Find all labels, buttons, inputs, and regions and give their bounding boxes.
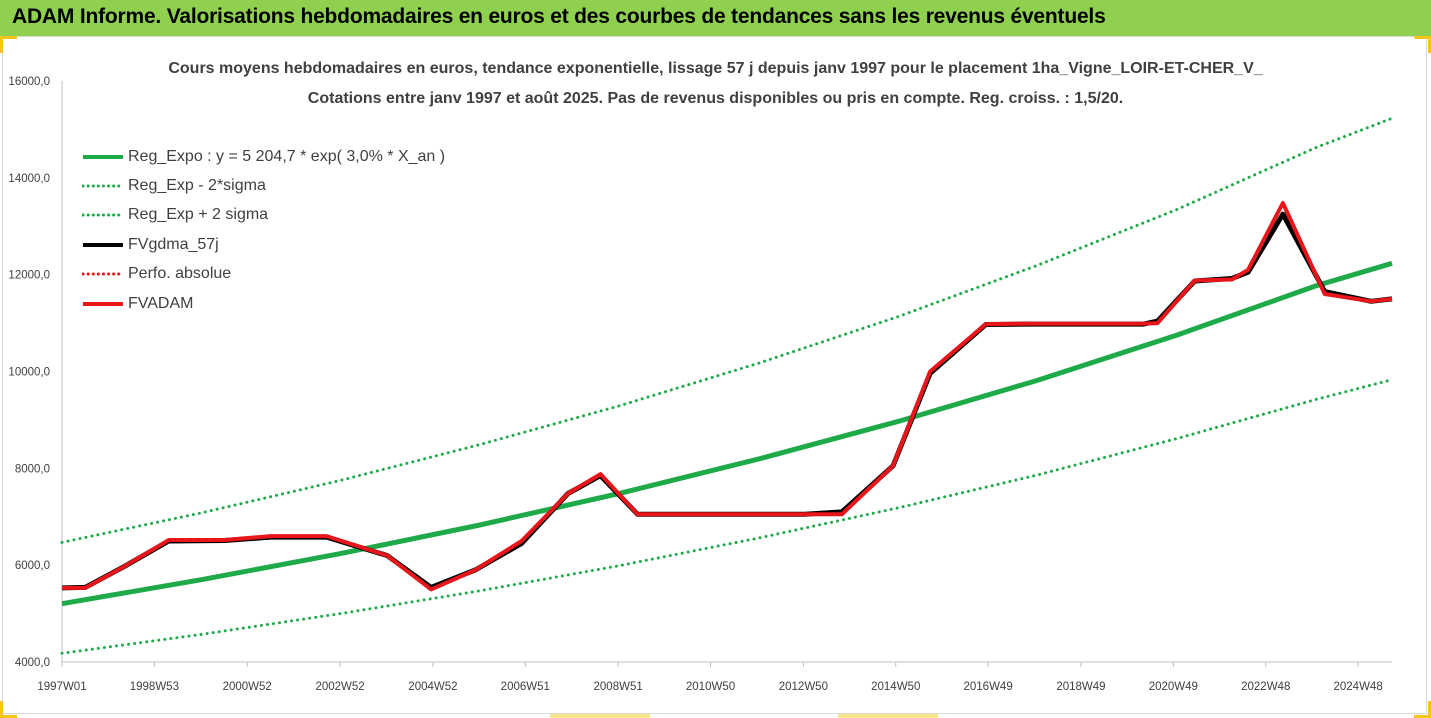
legend-label: Reg_Exp + 2 sigma: [128, 206, 269, 224]
x-tick-label: 2016W49: [964, 681, 1013, 693]
y-tick-label: 16000,0: [8, 76, 50, 88]
chart-legend: Reg_Expo : y = 5 204,7 * exp( 3,0% * X_a…: [82, 142, 445, 318]
x-tick-label: 2010W50: [686, 681, 735, 693]
legend-label: Reg_Exp - 2*sigma: [128, 177, 266, 195]
corner-mark-top-left: [0, 36, 17, 53]
y-tick-label: 12000,0: [8, 270, 50, 282]
legend-item: Reg_Expo : y = 5 204,7 * exp( 3,0% * X_a…: [82, 142, 445, 171]
x-tick-label: 2020W49: [1149, 681, 1198, 693]
legend-label: Reg_Expo : y = 5 204,7 * exp( 3,0% * X_a…: [128, 147, 446, 165]
series-line-5: [62, 201, 1393, 592]
legend-swatch: [82, 272, 124, 276]
corner-mark-top-right: [1414, 36, 1431, 53]
legend-swatch: [83, 154, 123, 159]
legend-swatch: [82, 184, 124, 188]
x-tick-label: 2004W52: [408, 681, 457, 693]
title-banner: ADAM Informe. Valorisations hebdomadaire…: [0, 0, 1431, 37]
x-tick-label: 2018W49: [1056, 681, 1105, 693]
legend-item: Reg_Exp + 2 sigma: [82, 201, 445, 230]
corner-mark-bottom-left: [0, 701, 17, 718]
chart-frame: [2, 36, 1427, 714]
series-line-0: [61, 260, 1393, 607]
x-tick-label: 2012W50: [779, 681, 828, 693]
x-tick-label: 2002W52: [315, 681, 364, 693]
corner-mark-bottom-right: [1414, 701, 1431, 718]
chart-title-line2: Cotations entre janv 1997 et août 2025. …: [307, 90, 1124, 107]
legend-label: Perfo. absolue: [128, 265, 232, 283]
legend-item: FVgdma_57j: [82, 230, 445, 259]
bottom-handle-right: [838, 714, 938, 718]
x-tick-label: 2024W48: [1333, 681, 1382, 693]
legend-swatch: [82, 213, 124, 217]
legend-item: Perfo. absolue: [82, 260, 445, 289]
legend-item: FVADAM: [82, 289, 445, 318]
legend-swatch: [83, 301, 123, 306]
y-tick-label: 6000,0: [15, 560, 50, 572]
y-tick-label: 10000,0: [8, 367, 50, 379]
legend-swatch: [83, 242, 123, 247]
x-tick-label: 1997W01: [37, 681, 86, 693]
x-tick-label: 2000W52: [223, 681, 272, 693]
series-line-2: [60, 116, 1394, 544]
x-tick-label: 2014W50: [871, 681, 920, 693]
y-tick-label: 14000,0: [8, 173, 50, 185]
legend-item: Reg_Exp - 2*sigma: [82, 171, 445, 200]
x-tick-label: 2022W48: [1241, 681, 1290, 693]
legend-label: FVADAM: [128, 294, 194, 312]
banner-title: ADAM Informe. Valorisations hebdomadaire…: [12, 5, 1106, 28]
y-tick-label: 8000,0: [15, 463, 50, 475]
legend-label: FVgdma_57j: [128, 235, 219, 253]
x-tick-label: 2006W51: [501, 681, 550, 693]
chart-title-line1: Cours moyens hebdomadaires en euros, ten…: [168, 60, 1263, 77]
x-tick-label: 1998W53: [130, 681, 179, 693]
series-line-1: [60, 378, 1394, 655]
bottom-handle-left: [550, 714, 650, 718]
y-tick-label: 4000,0: [15, 657, 50, 669]
x-tick-label: 2008W51: [594, 681, 643, 693]
